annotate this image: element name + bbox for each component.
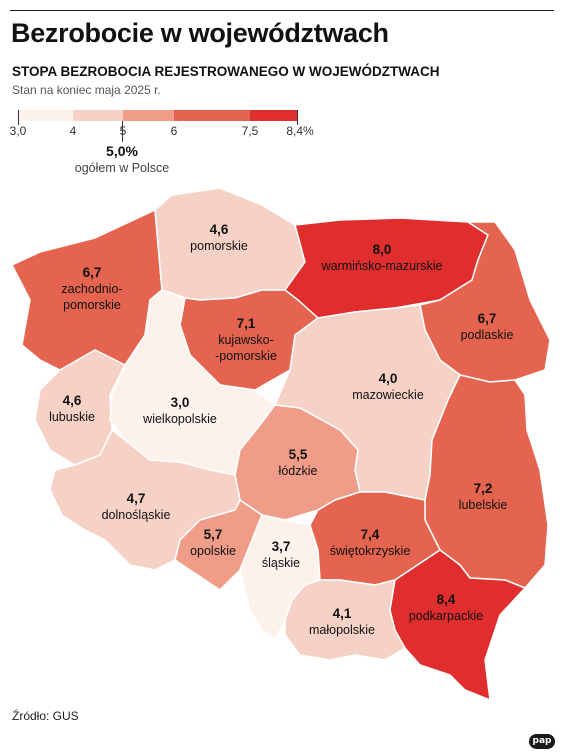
region-label-wielkopolskie: 3,0 wielkopolskie [143,395,217,427]
region-name: kujawsko- -pomorskie [215,333,277,363]
region-name: świętokrzyskie [329,544,411,558]
region-label-mazowieckie: 4,0 mazowieckie [352,371,424,403]
region-value: 4,1 [332,606,352,621]
region-label-swietokrzyskie: 7,4 świętokrzyskie [330,527,411,559]
region-value: 6,7 [477,311,497,326]
region-label-lodzkie: 5,5 łódzkie [279,447,318,479]
pap-logo: pap [529,734,555,749]
national-rate: 5,0% ogółem w Polsce [72,143,172,175]
region-label-slaskie: 3,7 śląskie [262,539,300,571]
legend-swatch-1 [73,110,123,121]
region-name: zachodnio- pomorskie [61,282,123,312]
region-value: 5,7 [203,527,223,542]
legend-swatch-0 [18,110,73,121]
source-note: Źródło: GUS [12,709,79,723]
legend-swatch-4 [250,110,298,121]
legend-tick-label: 4 [69,124,77,138]
region-label-pomorskie: 4,6 pomorskie [190,222,248,254]
legend-tick-mark [18,110,19,125]
region-value: 7,1 [236,316,256,331]
legend-tick-mark [297,110,298,125]
legend-swatch-2 [123,110,174,121]
map-subtitle: STOPA BEZROBOCIA REJESTROWANEGO W WOJEWÓ… [12,64,440,79]
region-value: 7,2 [473,481,493,496]
color-legend: 3,0 4 5 6 7,5 8,4% [10,110,314,160]
legend-tick-label: 5 [119,124,127,138]
legend-tick-label: 3,0 [9,124,27,138]
region-value: 6,7 [82,265,102,280]
region-label-podlaskie: 6,7 podlaskie [461,311,514,343]
region-name: lubuskie [49,410,95,424]
region-value: 4,7 [126,491,146,506]
region-value: 8,4 [436,592,456,607]
region-label-podkarpackie: 8,4 podkarpackie [409,592,483,624]
region-name: śląskie [261,556,301,570]
national-rate-value: 5,0% [106,143,138,159]
legend-tick-label: 6 [170,124,178,138]
region-value: 8,0 [372,242,392,257]
region-label-opolskie: 5,7 opolskie [190,527,236,559]
region-label-kujawsko-pomorskie: 7,1 kujawsko- -pomorskie [215,316,277,364]
region-podkarpackie[interactable] [389,549,526,701]
region-name: mazowieckie [352,388,424,402]
region-name: łódzkie [278,464,318,478]
region-label-warminsko-mazurskie: 8,0 warmińsko-mazurskie [322,242,443,274]
region-value: 3,7 [271,539,291,554]
region-name: wielkopolskie [143,412,217,426]
region-name: pomorskie [190,239,248,253]
region-label-lubuskie: 4,6 lubuskie [49,393,95,425]
top-rule [10,10,554,11]
region-value: 7,4 [360,527,380,542]
region-name: podkarpackie [408,609,484,623]
date-caption: Stan na koniec maja 2025 r. [12,83,161,97]
legend-tick-label: 7,5 [241,124,259,138]
region-label-dolnoslaskie: 4,7 dolnośląskie [102,491,171,523]
region-value: 4,6 [62,393,82,408]
region-name: podlaskie [460,328,514,342]
region-name: opolskie [190,544,236,558]
region-malopolskie[interactable] [284,579,406,661]
national-rate-label: ogółem w Polsce [74,161,170,175]
region-value: 4,0 [378,371,398,386]
legend-tick-label: 8,4% [286,124,314,138]
region-label-malopolskie: 4,1 małopolskie [309,606,375,638]
region-label-zachodniopomorskie: 6,7 zachodnio- pomorskie [61,265,122,313]
region-label-lubelskie: 7,2 lubelskie [459,481,508,513]
page-title: Bezrobocie w województwach [11,18,389,48]
region-name: małopolskie [308,623,376,637]
region-name: lubelskie [458,498,508,512]
region-value: 5,5 [288,447,308,462]
national-average-marker [122,121,123,142]
region-name: warmińsko-mazurskie [321,259,443,273]
region-value: 3,0 [170,395,190,410]
legend-swatch-3 [174,110,250,121]
region-value: 4,6 [209,222,229,237]
region-name: dolnośląskie [101,508,171,522]
